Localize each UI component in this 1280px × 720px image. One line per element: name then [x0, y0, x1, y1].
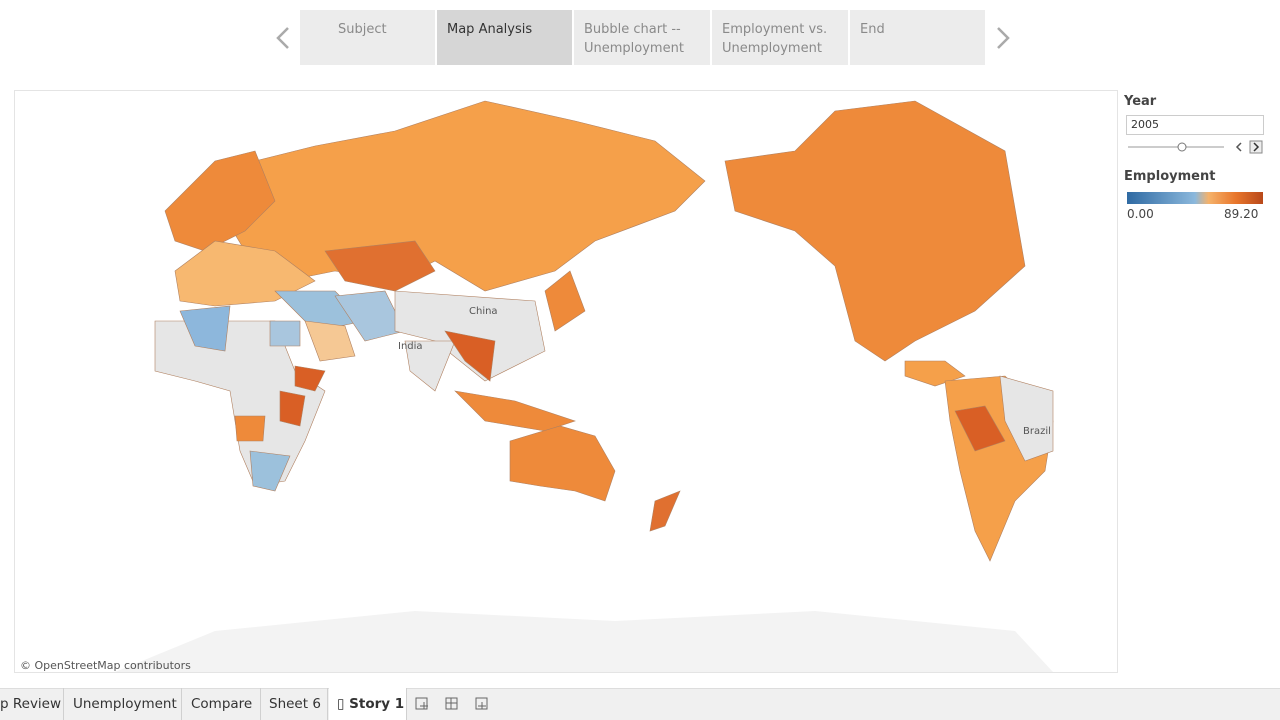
sheet-tab-active[interactable]: ▯ Story 1 [329, 688, 407, 720]
map-label: Brazil [1023, 426, 1051, 437]
map-frame: China India Brazil © OpenStreetMap contr… [14, 90, 1118, 673]
story-tab[interactable]: Map Analysis [437, 10, 572, 65]
year-value: 2005 [1131, 118, 1159, 131]
tab-label: Subject [338, 22, 387, 37]
story-tab[interactable]: Employment vs. Unemployment [712, 10, 848, 65]
map[interactable]: China India Brazil © OpenStreetMap contr… [15, 91, 1117, 672]
tab-label: Unemployment [73, 696, 177, 712]
sheet-tab[interactable]: p Review [0, 688, 64, 720]
next-arrow[interactable] [990, 24, 1014, 52]
tab-label: Sheet 6 [269, 696, 321, 712]
story-tab[interactable]: End [850, 10, 985, 65]
tab-label: Story 1 [349, 696, 405, 712]
sheet-tab[interactable]: Compare [183, 688, 261, 720]
year-slider[interactable] [1126, 140, 1271, 156]
map-label: China [469, 306, 498, 317]
new-sheet-icons[interactable] [410, 694, 500, 714]
tab-label: Compare [191, 696, 253, 712]
legend-title: Employment [1124, 169, 1216, 184]
story-tab[interactable]: Subject [300, 10, 435, 65]
sheet-bar [0, 688, 1280, 720]
sheet-tab[interactable]: Unemployment [65, 688, 182, 720]
legend-gradient [1127, 192, 1263, 204]
tab-label: Map Analysis [447, 22, 533, 37]
filter-title: Year [1124, 94, 1157, 109]
prev-arrow[interactable] [272, 24, 296, 52]
attribution: © OpenStreetMap contributors [20, 659, 191, 672]
year-input[interactable]: 2005 [1126, 115, 1264, 135]
tab-label: Employment vs. Unemployment [722, 22, 828, 56]
sheet-tab[interactable]: Sheet 6 [261, 688, 328, 720]
story-tab[interactable]: Bubble chart -- Unemployment [574, 10, 710, 65]
legend-min: 0.00 [1127, 207, 1154, 221]
tab-label: Bubble chart -- Unemployment [584, 22, 684, 56]
tab-label: p Review [0, 696, 62, 712]
tab-label: End [860, 22, 885, 37]
legend-max: 89.20 [1224, 207, 1259, 221]
map-label: India [398, 341, 423, 352]
